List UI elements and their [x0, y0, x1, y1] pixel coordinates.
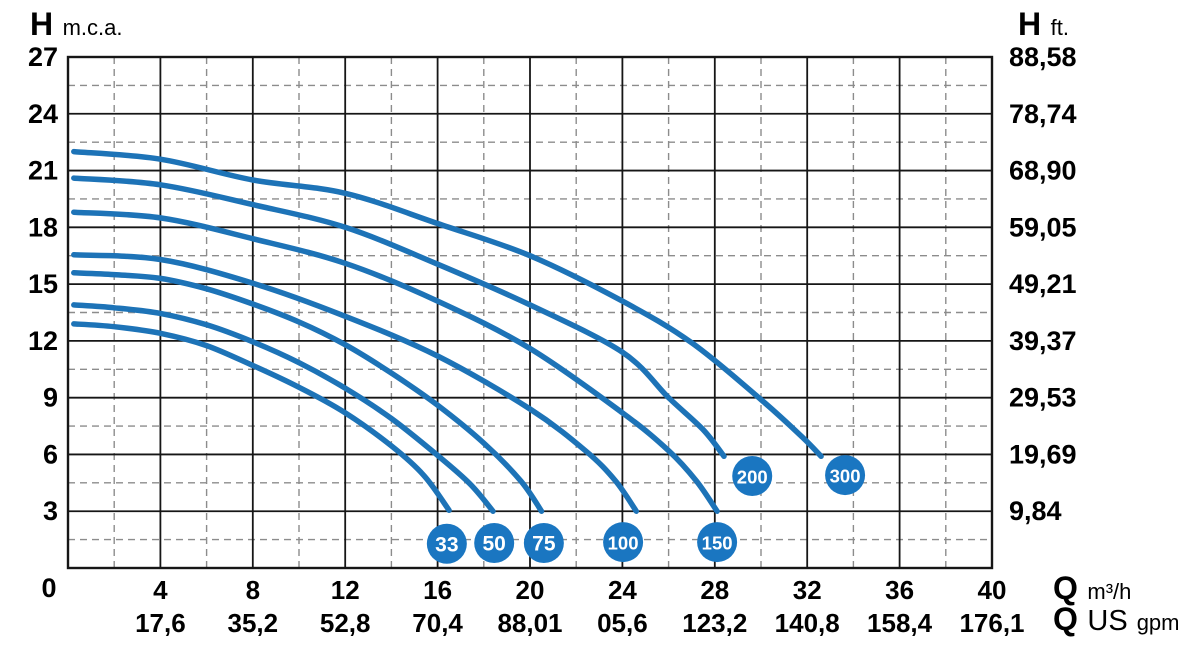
badge-label-300: 300 — [830, 466, 861, 487]
badge-label-200: 200 — [737, 467, 768, 488]
x-axis-unit-m3h: m³/h — [1087, 579, 1132, 604]
curve-75 — [71, 270, 545, 514]
x-tick-gpm-140,8: 140,8 — [775, 608, 840, 638]
left-axis-title: H m.c.a. — [30, 6, 123, 43]
y-right-tick-9: 29,53 — [1009, 383, 1077, 413]
right-axis-title: H ft. — [1018, 6, 1069, 43]
badge-label-33: 33 — [435, 533, 458, 556]
tick-labels: 03691215182124279,8419,6929,5339,3749,21… — [28, 42, 1077, 638]
x-axis-title-m3h: Q m³/h — [1053, 570, 1131, 607]
x-axis-unit-gpm: gpm — [1136, 610, 1180, 635]
y-right-tick-6: 19,69 — [1009, 439, 1077, 469]
x-tick-gpm-17,6: 17,6 — [135, 608, 186, 638]
badge-50: 50 — [474, 523, 515, 564]
y-right-tick-27: 88,58 — [1009, 42, 1077, 72]
y-right-tick-24: 78,74 — [1009, 99, 1077, 129]
curve-300 — [71, 148, 824, 460]
badge-circle-200 — [732, 456, 773, 497]
left-axis-symbol: H — [30, 6, 54, 42]
curve-badges: 33 50 75 100 150 200 300 — [426, 455, 866, 564]
left-axis-unit: m.c.a. — [62, 15, 123, 40]
y-left-tick-9: 9 — [43, 383, 58, 413]
x-tick-m3h-16: 16 — [423, 575, 452, 605]
curve-33 — [71, 321, 452, 514]
badge-33: 33 — [426, 523, 467, 564]
badge-circle-50 — [474, 523, 515, 564]
badge-300: 300 — [825, 455, 866, 496]
x-axis-title-usgpm: Q US gpm — [1053, 601, 1179, 638]
x-tick-m3h-4: 4 — [153, 575, 168, 605]
badge-100: 100 — [603, 522, 644, 563]
y-left-tick-6: 6 — [43, 439, 58, 469]
right-axis-symbol: H — [1018, 6, 1042, 42]
x-tick-m3h-28: 28 — [700, 575, 729, 605]
badge-200: 200 — [732, 456, 773, 497]
x-tick-m3h-8: 8 — [246, 575, 260, 605]
badge-circle-300 — [825, 455, 866, 496]
x-tick-gpm-70,4: 70,4 — [412, 608, 463, 638]
x-tick-m3h-12: 12 — [331, 575, 360, 605]
y-left-tick-18: 18 — [28, 212, 58, 242]
badge-label-75: 75 — [532, 533, 556, 556]
y-right-tick-3: 9,84 — [1009, 496, 1062, 526]
x-tick-m3h-24: 24 — [608, 575, 637, 605]
badge-circle-100 — [603, 522, 644, 563]
badge-label-50: 50 — [483, 533, 506, 556]
y-right-tick-12: 39,37 — [1009, 326, 1077, 356]
x-tick-m3h-32: 32 — [793, 575, 822, 605]
y-left-tick-24: 24 — [28, 99, 58, 129]
x-tick-m3h-20: 20 — [516, 575, 545, 605]
plot-border — [66, 55, 994, 570]
x-tick-gpm-88,01: 88,01 — [497, 608, 562, 638]
badge-150: 150 — [697, 522, 738, 563]
curve-200 — [71, 175, 727, 460]
curve-150 — [71, 209, 720, 514]
curve-50 — [71, 302, 496, 514]
x-tick-gpm-123,2: 123,2 — [682, 608, 747, 638]
badge-75: 75 — [523, 523, 564, 564]
x-tick-gpm-35,2: 35,2 — [227, 608, 278, 638]
badge-circle-75 — [523, 523, 564, 564]
badge-label-150: 150 — [702, 533, 733, 554]
curve-100 — [71, 252, 640, 514]
y-right-tick-21: 68,90 — [1009, 156, 1077, 186]
y-left-tick-15: 15 — [28, 269, 58, 299]
y-left-tick-0: 0 — [41, 573, 56, 603]
x-tick-m3h-36: 36 — [885, 575, 914, 605]
y-left-tick-3: 3 — [43, 496, 58, 526]
x-axis-symbol-usgpm: Q — [1053, 601, 1079, 637]
y-left-tick-21: 21 — [28, 156, 58, 186]
curves — [71, 148, 824, 514]
x-tick-gpm-176,1: 176,1 — [959, 608, 1024, 638]
x-tick-gpm-52,8: 52,8 — [320, 608, 371, 638]
y-right-tick-15: 49,21 — [1009, 269, 1077, 299]
x-axis-unit-us: US — [1087, 605, 1128, 637]
right-axis-unit: ft. — [1050, 15, 1069, 40]
x-tick-gpm-05,6: 05,6 — [597, 608, 648, 638]
badge-circle-33 — [426, 523, 467, 564]
y-left-tick-12: 12 — [28, 326, 58, 356]
x-tick-m3h-40: 40 — [978, 575, 1007, 605]
badge-label-100: 100 — [608, 533, 639, 554]
badge-circle-150 — [697, 522, 738, 563]
y-left-tick-27: 27 — [28, 42, 58, 72]
y-right-tick-18: 59,05 — [1009, 212, 1077, 242]
x-axis-symbol-m3h: Q — [1053, 570, 1079, 606]
x-tick-gpm-158,4: 158,4 — [867, 608, 933, 638]
